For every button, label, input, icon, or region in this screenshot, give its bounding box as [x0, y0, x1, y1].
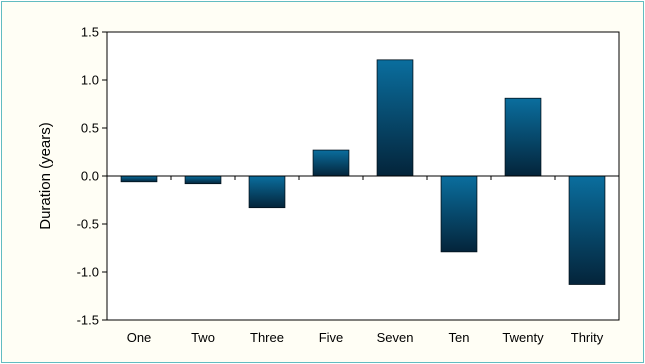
y-tick-label: 0.0 [81, 169, 99, 184]
x-axis: One Two Three Five Seven Ten Twenty Thrity [106, 176, 620, 345]
bar-five [312, 149, 350, 177]
y-axis: 1.5 1.0 0.5 0.0 -0.5 -1.0 -1.5 [77, 25, 107, 328]
y-tick-label: 0.5 [81, 121, 99, 136]
bars [120, 59, 606, 285]
y-tick-label: -1.0 [77, 265, 99, 280]
y-axis-title: Duration (years) [37, 122, 54, 230]
bar-thrity [568, 175, 606, 285]
y-tick-label: -0.5 [77, 217, 99, 232]
x-tick-label-twenty: Twenty [502, 330, 544, 345]
y-tick-label: -1.5 [77, 313, 99, 328]
x-tick-label-ten: Ten [449, 330, 470, 345]
bar-seven [376, 59, 414, 177]
bar-three [248, 175, 286, 209]
x-tick-label-two: Two [191, 330, 215, 345]
bar-twenty [504, 97, 542, 177]
bar-two [184, 175, 222, 185]
x-tick-label-three: Three [250, 330, 284, 345]
bar-one [120, 175, 158, 183]
y-tick-label: 1.5 [81, 25, 99, 40]
x-tick-label-thrity: Thrity [571, 330, 604, 345]
bar-ten [440, 175, 478, 253]
x-tick-label-five: Five [319, 330, 344, 345]
x-tick-label-seven: Seven [377, 330, 414, 345]
y-tick-label: 1.0 [81, 73, 99, 88]
x-tick-label-one: One [127, 330, 152, 345]
